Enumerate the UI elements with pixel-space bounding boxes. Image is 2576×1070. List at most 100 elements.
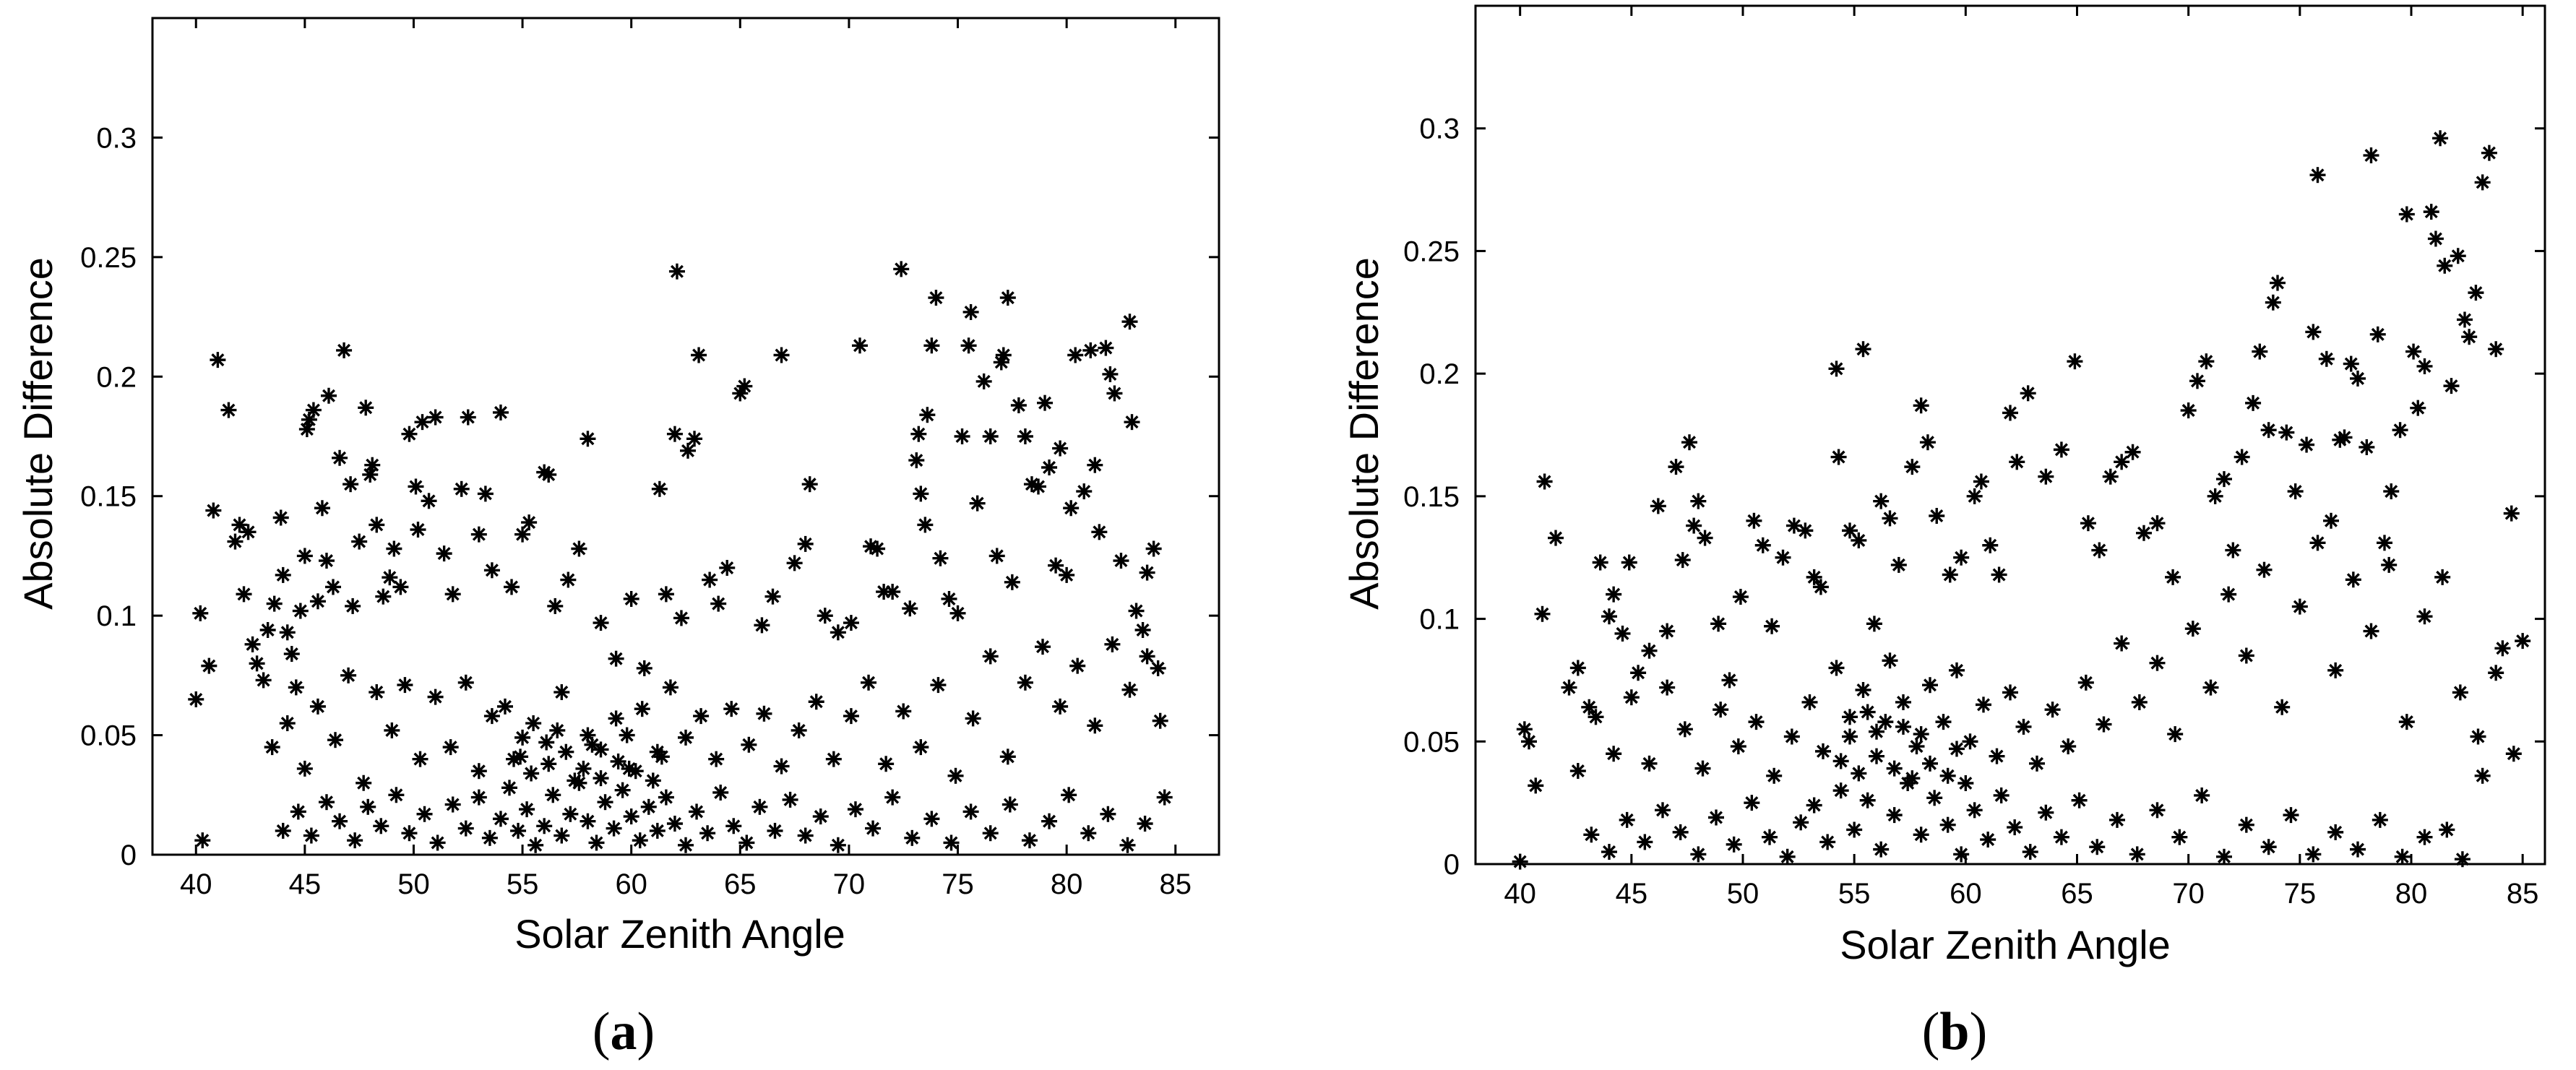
data-point: [1139, 564, 1155, 581]
data-point: [999, 748, 1016, 765]
data-point: [562, 806, 579, 822]
data-point: [1976, 696, 1991, 713]
data-point: [930, 677, 947, 694]
data-point: [340, 667, 357, 683]
data-point: [1842, 522, 1858, 539]
data-point: [2327, 824, 2344, 840]
data-point: [593, 615, 609, 631]
data-point: [1766, 767, 1783, 784]
data-point: [292, 603, 309, 619]
data-point: [1842, 728, 1858, 745]
data-point: [895, 703, 912, 720]
data-point: [2450, 248, 2466, 264]
data-point: [2256, 561, 2273, 578]
data-point: [492, 811, 509, 827]
data-point: [673, 610, 689, 626]
data-point: [2238, 816, 2254, 833]
data-point: [416, 806, 433, 822]
data-point: [453, 480, 470, 497]
data-point: [2216, 848, 2232, 865]
data-point: [817, 608, 833, 624]
data-point: [719, 559, 736, 576]
data-point: [913, 739, 929, 756]
data-point: [808, 694, 824, 710]
data-point: [2080, 515, 2096, 532]
data-point: [375, 588, 392, 605]
data-point: [2283, 807, 2299, 824]
data-point: [2022, 844, 2038, 860]
data-point: [332, 813, 348, 829]
data-point: [2015, 718, 2032, 735]
data-point: [1516, 721, 1533, 738]
data-point: [830, 624, 846, 641]
data-point: [1929, 508, 1945, 525]
data-point: [553, 827, 570, 844]
data-point: [689, 803, 705, 820]
x-axis-title-b: Solar Zenith Angle: [1840, 922, 2171, 967]
y-tick-label: 0.15: [1403, 481, 1460, 513]
data-point: [1913, 726, 1929, 743]
data-point: [1721, 672, 1738, 689]
data-point: [1037, 394, 1054, 411]
data-point: [2291, 598, 2308, 615]
data-point: [923, 811, 940, 827]
data-point: [2149, 802, 2166, 819]
data-point: [1726, 836, 1742, 853]
data-point: [1063, 500, 1080, 517]
data-point: [2225, 542, 2241, 558]
data-point: [345, 597, 361, 614]
data-point: [693, 708, 710, 725]
data-point: [1091, 524, 1108, 540]
data-point: [2383, 483, 2400, 500]
data-point: [851, 337, 868, 354]
data-point: [2114, 454, 2130, 470]
data-point: [1614, 625, 1631, 642]
data-point: [2343, 355, 2359, 372]
y-tick-label: 0: [121, 840, 137, 871]
data-point: [2102, 468, 2119, 485]
data-point: [2432, 130, 2449, 147]
data-point: [1815, 743, 1831, 759]
data-point: [2439, 821, 2455, 838]
data-point: [1904, 459, 1921, 475]
data-point: [1139, 648, 1155, 665]
data-point: [2434, 569, 2451, 585]
data-point: [691, 347, 707, 363]
data-point: [1637, 834, 1653, 850]
data-point: [584, 736, 600, 753]
data-point: [571, 540, 587, 557]
data-point: [1913, 397, 1929, 414]
data-point: [893, 261, 910, 277]
data-point: [194, 832, 211, 849]
data-point: [2114, 635, 2130, 652]
data-point: [2202, 679, 2219, 696]
data-point: [1059, 566, 1075, 583]
data-point: [2009, 454, 2025, 470]
data-point: [627, 763, 644, 780]
data-point: [1592, 554, 1608, 571]
x-tick-label: 45: [1616, 878, 1648, 910]
x-tick-label: 60: [1950, 878, 1982, 910]
y-tick-label: 0.05: [80, 720, 137, 752]
data-point: [2216, 471, 2232, 488]
data-point: [1855, 341, 1871, 358]
data-point: [525, 715, 542, 732]
data-point: [1052, 440, 1069, 457]
data-point: [645, 772, 661, 789]
data-point: [1052, 698, 1069, 715]
data-point: [553, 684, 570, 701]
data-point: [1953, 549, 1970, 566]
data-point: [558, 743, 574, 760]
data-point: [2305, 324, 2322, 340]
data-point: [1113, 553, 1129, 569]
data-point: [1980, 832, 1996, 848]
data-point: [2470, 728, 2486, 745]
data-point: [1124, 414, 1140, 431]
data-point: [962, 803, 979, 820]
data-point: [519, 801, 535, 818]
data-point: [1754, 537, 1771, 553]
data-point: [401, 825, 418, 842]
data-point: [2278, 424, 2295, 441]
data-point: [2392, 422, 2408, 439]
x-tick-label: 80: [2395, 878, 2428, 910]
